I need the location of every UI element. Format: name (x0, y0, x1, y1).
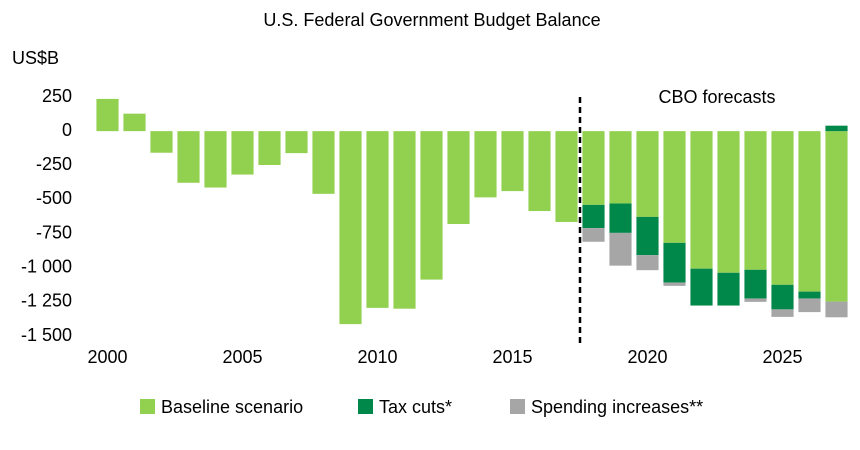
bar (555, 131, 578, 222)
bar (798, 131, 821, 292)
x-tick-label: 2005 (222, 347, 262, 367)
bar (609, 131, 632, 204)
legend-swatch (358, 399, 373, 414)
bar (420, 131, 443, 280)
x-tick-label: 2000 (87, 347, 127, 367)
bar (744, 298, 767, 302)
bar (609, 203, 632, 233)
bar (285, 131, 308, 154)
bar (825, 131, 848, 302)
y-tick-label: -1 000 (21, 256, 72, 276)
legend-label: Baseline scenario (161, 397, 303, 417)
bar (825, 125, 848, 132)
annotation: CBO forecasts (658, 87, 775, 107)
x-tick-label: 2015 (492, 347, 532, 367)
bar (609, 232, 632, 266)
bar (312, 131, 335, 194)
bar (771, 284, 794, 310)
bar (636, 216, 659, 256)
bar (501, 131, 524, 192)
chart-title: U.S. Federal Government Budget Balance (263, 10, 600, 30)
y-tick-label: -750 (36, 222, 72, 242)
bar (177, 131, 200, 183)
bar (798, 298, 821, 313)
legend-label: Spending increases** (531, 397, 703, 417)
bar (447, 131, 470, 225)
y-tick-label: 0 (62, 120, 72, 140)
bar (690, 268, 713, 306)
bar (663, 242, 686, 283)
y-tick-label: -1 250 (21, 291, 72, 311)
y-tick-label: -250 (36, 154, 72, 174)
bar (636, 255, 659, 271)
bar (582, 131, 605, 205)
bar (258, 131, 281, 166)
bar (366, 131, 389, 308)
x-tick-label: 2020 (627, 347, 667, 367)
bar (474, 131, 497, 198)
legend-label: Tax cuts* (379, 397, 452, 417)
bar (204, 131, 227, 188)
bar (690, 131, 713, 269)
bar (771, 131, 794, 285)
y-axis-label: US$B (12, 48, 59, 68)
x-tick-label: 2010 (357, 347, 397, 367)
y-tick-label: -500 (36, 188, 72, 208)
bar (393, 131, 416, 309)
bar (663, 131, 686, 243)
bar (717, 272, 740, 306)
bar (96, 98, 119, 132)
legend-swatch (140, 399, 155, 414)
bar (339, 131, 362, 325)
bar (771, 309, 794, 317)
y-tick-label: 250 (42, 86, 72, 106)
bar (582, 204, 605, 229)
legend-swatch (510, 399, 525, 414)
bar (150, 131, 173, 153)
bar (798, 291, 821, 299)
bar (582, 228, 605, 242)
bar (717, 131, 740, 273)
bar (663, 282, 686, 286)
y-tick-label: -1 500 (21, 325, 72, 345)
bar (744, 131, 767, 270)
bar (825, 301, 848, 318)
bar (744, 269, 767, 299)
x-tick-label: 2025 (762, 347, 802, 367)
bar (123, 113, 146, 132)
bar (636, 131, 659, 217)
bar (528, 131, 551, 212)
bar (231, 131, 254, 175)
